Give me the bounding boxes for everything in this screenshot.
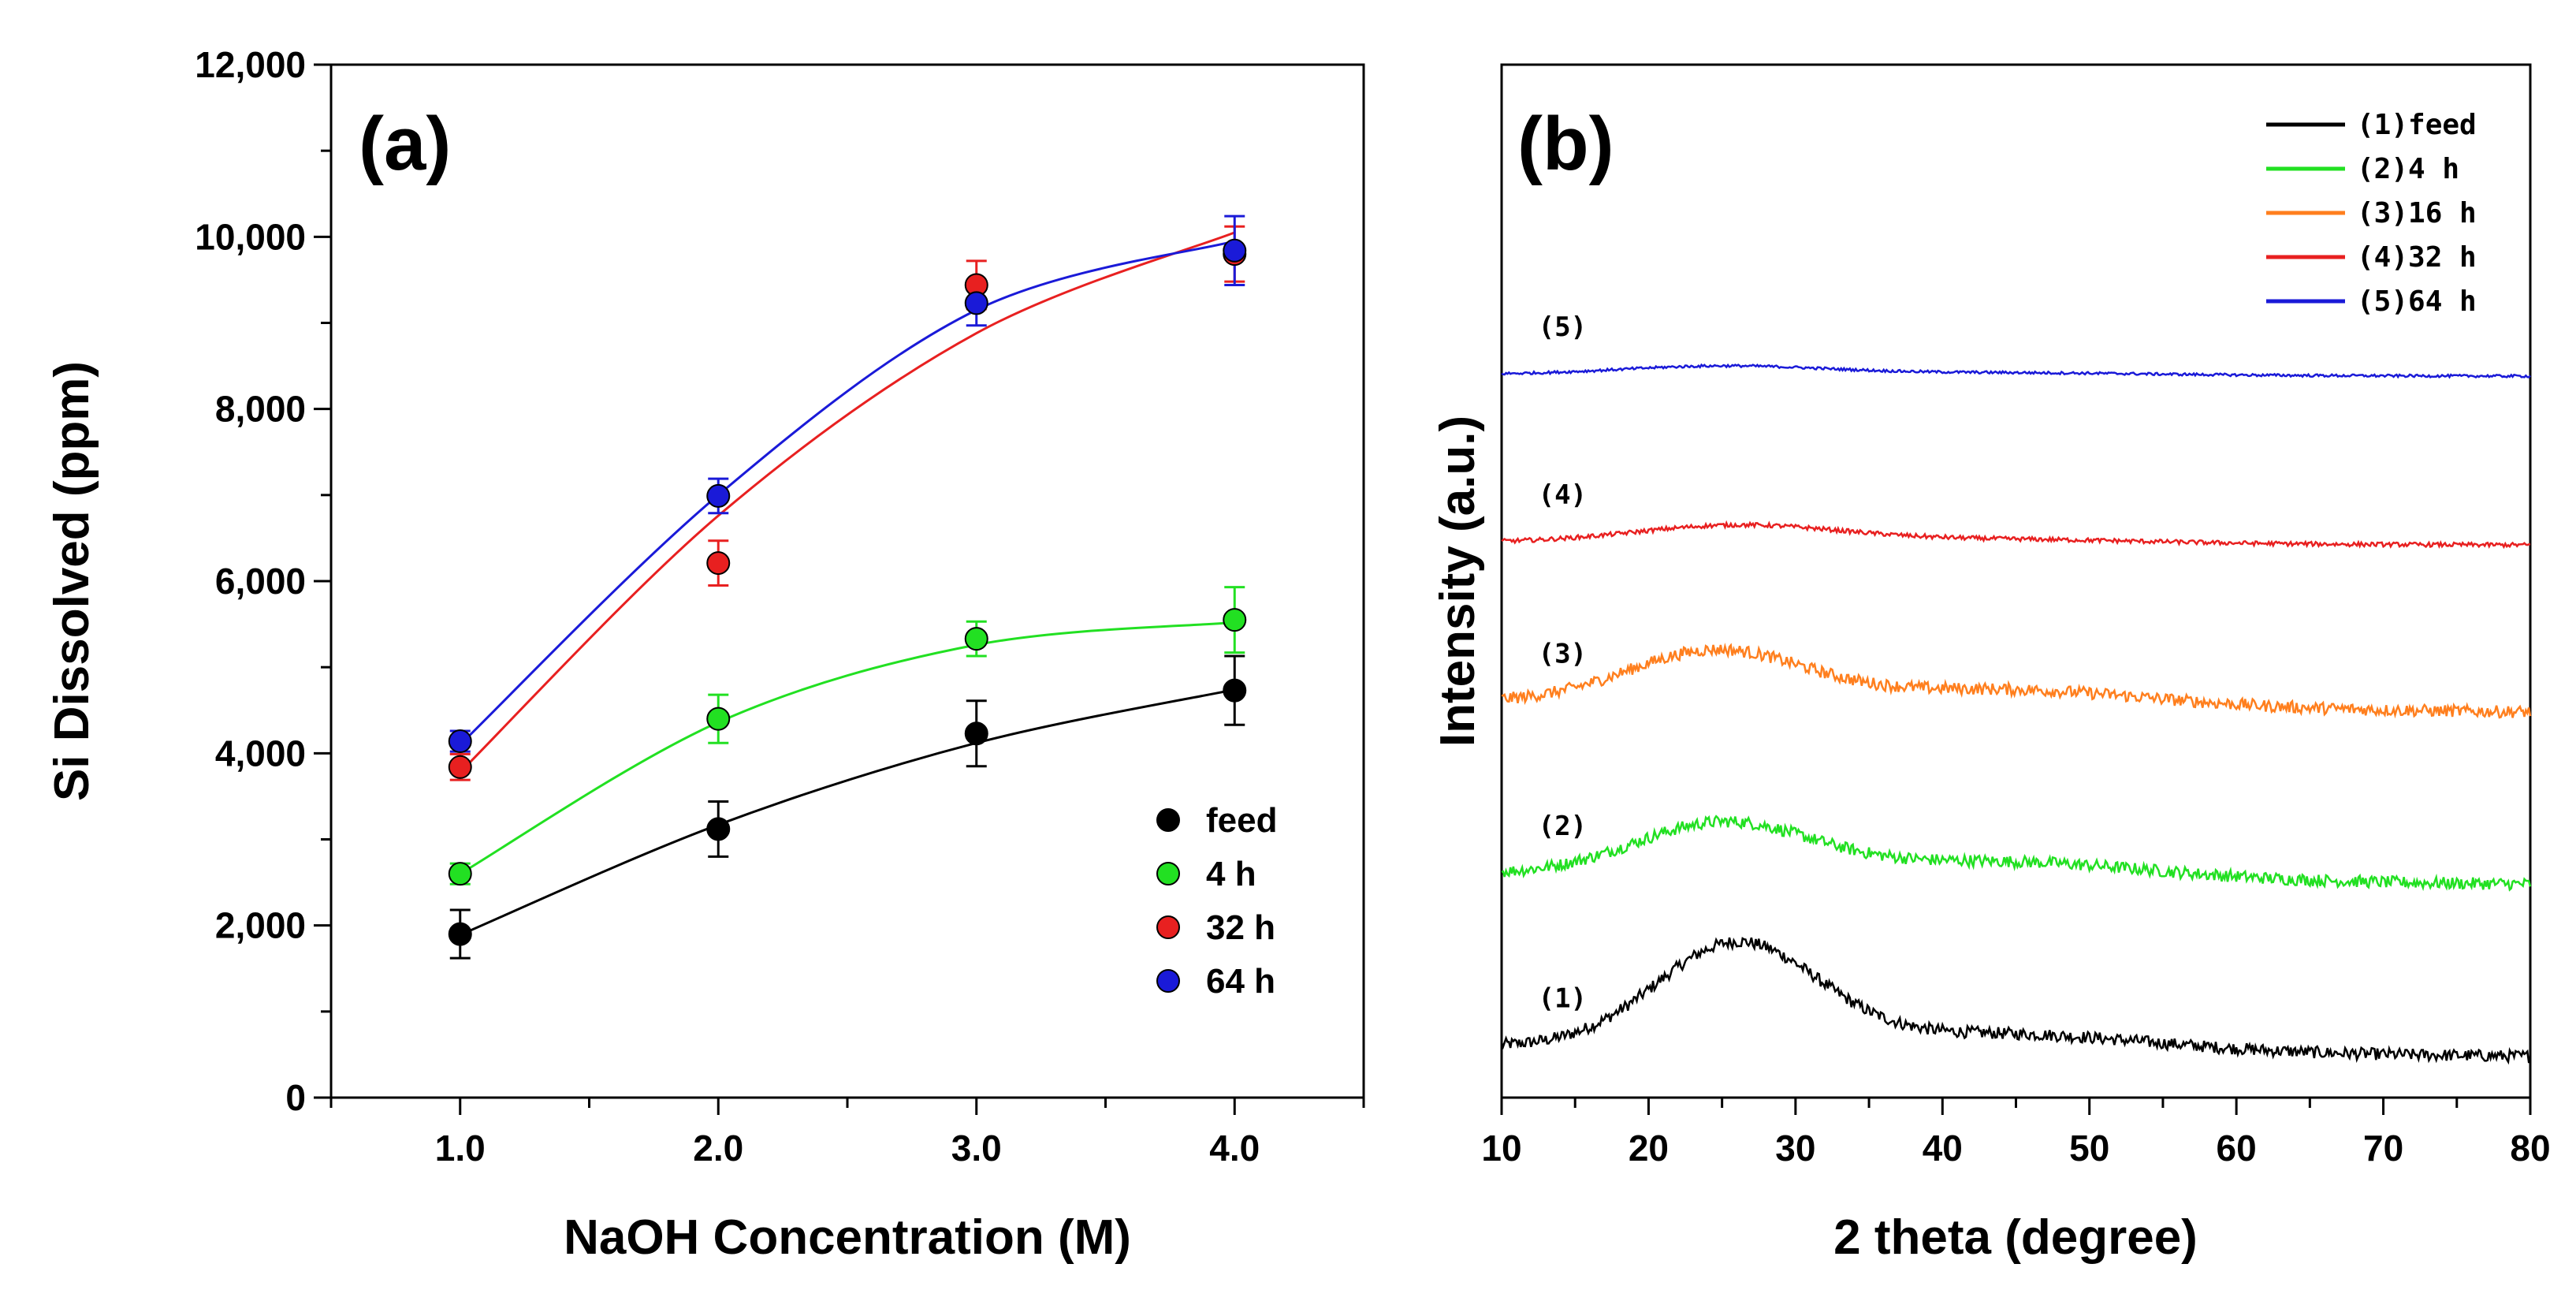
data-point-4h (964, 627, 988, 651)
legend-label: 32 h (1206, 908, 1275, 947)
legend-item: 32 h (1156, 908, 1275, 947)
xrd-curve-4 (1501, 520, 2531, 550)
legend-item: (3)16 h (2266, 197, 2477, 229)
data-point-32h (706, 551, 731, 576)
panel-b-x-tick-label: 50 (2069, 1128, 2109, 1169)
legend-label: (5)64 h (2357, 285, 2477, 318)
panel-a-y-tick-label: 0 (285, 1077, 306, 1118)
panel-a-y-tick-label: 4,000 (215, 733, 306, 774)
xrd-curve-1 (1500, 937, 2531, 1065)
legend-marker (1156, 808, 1180, 832)
data-point-64h (448, 729, 472, 754)
panel-b-x-tick-label: 70 (2363, 1128, 2403, 1169)
data-point-64h (1223, 238, 1247, 263)
panel-b-x-tick-label: 60 (2217, 1128, 2257, 1169)
data-point-feed (1223, 678, 1247, 703)
legend-label: (1)feed (2357, 109, 2477, 141)
fit-curve-64h (459, 240, 1235, 746)
legend-item: (5)64 h (2266, 285, 2477, 318)
fit-curve-32h (459, 231, 1235, 774)
panel-a-x-tick-label: 4.0 (1209, 1128, 1260, 1169)
panel-a-x-tick-label: 3.0 (951, 1128, 1002, 1169)
legend-label: 64 h (1206, 962, 1275, 1001)
panel-b-x-tick-label: 40 (1923, 1128, 1963, 1169)
data-point-64h (964, 291, 988, 315)
curve-label-5: (5) (1539, 311, 1587, 343)
panel-a-y-tick-label: 6,000 (215, 561, 306, 602)
data-point-64h (706, 483, 731, 508)
legend-label: feed (1206, 801, 1277, 840)
curve-label-4: (4) (1539, 479, 1587, 511)
data-point-4h (1223, 608, 1247, 632)
panel-b-x-tick-label: 20 (1629, 1128, 1669, 1169)
legend-marker (1156, 862, 1180, 885)
data-point-4h (706, 707, 731, 731)
legend-label: (3)16 h (2357, 197, 2477, 229)
legend-label: (4)32 h (2357, 241, 2477, 274)
legend-item: 4 h (1156, 855, 1256, 893)
legend-marker (1156, 969, 1180, 993)
panel-b-x-tick-label: 80 (2510, 1128, 2550, 1169)
xrd-curve-5 (1501, 363, 2531, 379)
panel-b-y-axis-label: Intensity (a.u.) (1431, 416, 1485, 747)
panel-b-x-tick-label: 30 (1775, 1128, 1815, 1169)
legend-item: (2)4 h (2266, 153, 2459, 185)
fit-curve-4h (459, 621, 1235, 875)
legend-label: (2)4 h (2357, 153, 2459, 185)
panel-a-y-tick-label: 10,000 (195, 216, 306, 257)
panel-a-x-tick-label: 2.0 (693, 1128, 743, 1169)
panel-a-label: (a) (359, 102, 451, 186)
panel-a-legend: feed 4 h 32 h 64 h (1156, 801, 1277, 1001)
panel-a-x-axis-label: NaOH Concentration (M) (564, 1210, 1131, 1265)
legend-item: (4)32 h (2266, 241, 2477, 274)
curve-label-1: (1) (1539, 982, 1587, 1014)
panel-a-y-tick-label: 12,000 (195, 44, 306, 85)
data-point-feed (448, 922, 472, 946)
legend-item: feed (1156, 801, 1277, 840)
xrd-curve-2 (1501, 815, 2532, 892)
panel-a-x-tick-label: 1.0 (435, 1128, 486, 1169)
fit-curve-feed (460, 688, 1235, 937)
legend-item: 64 h (1156, 962, 1275, 1001)
data-point-4h (448, 862, 472, 886)
legend-label: 4 h (1206, 855, 1256, 893)
panel-a-chart: 1.0 2.0 3.0 4.0 0 2,000 4,000 6,000 8,000 10,000 1… (45, 44, 1365, 1265)
curve-label-2: (2) (1539, 811, 1587, 842)
data-point-feed (706, 817, 731, 841)
legend-item: (1)feed (2266, 109, 2477, 141)
panel-b-chart: 10 20 30 40 50 60 70 80 (1) (2) (3) (4) (5) (b) 2 t… (1431, 63, 2551, 1265)
panel-b-x-tick-label: 10 (1481, 1128, 1521, 1169)
data-point-32h (448, 755, 472, 779)
panel-b-legend: (1)feed (2)4 h (3)16 h (4)32 h (5)64 h (2266, 109, 2477, 318)
legend-marker (1156, 915, 1180, 939)
curve-label-3: (3) (1539, 639, 1587, 670)
panel-b-x-axis-label: 2 theta (degree) (1833, 1210, 2198, 1265)
panel-a-y-tick-label: 8,000 (215, 389, 306, 430)
data-point-feed (964, 721, 988, 746)
panel-a-y-axis-label: Si Dissolved (ppm) (45, 361, 99, 801)
panel-a-y-tick-label: 2,000 (215, 905, 306, 946)
xrd-curve-3 (1501, 643, 2532, 719)
panel-b-label: (b) (1517, 102, 1614, 186)
